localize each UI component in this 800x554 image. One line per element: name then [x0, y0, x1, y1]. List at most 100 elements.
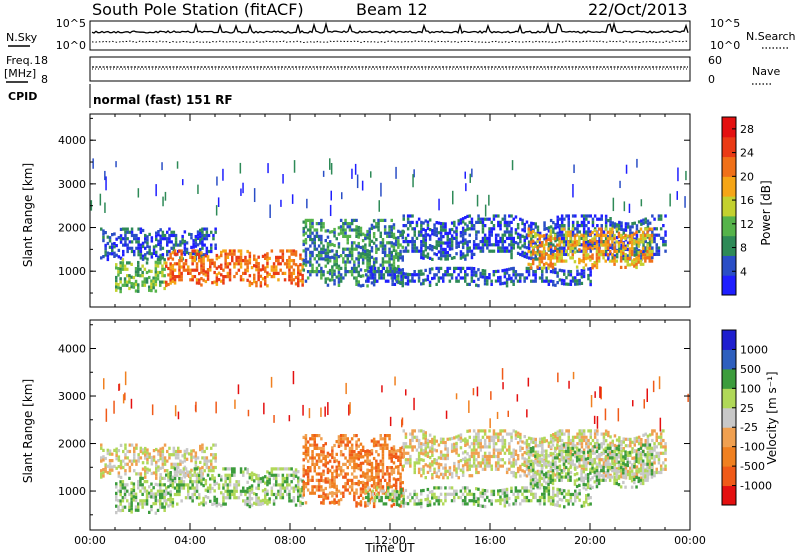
echo-cell — [499, 240, 502, 244]
echo-cell — [508, 224, 511, 228]
echo-cell — [161, 230, 165, 234]
echo-cell — [457, 495, 460, 500]
echo-cell — [132, 285, 136, 289]
echo-cell — [459, 433, 463, 437]
echo-cell — [210, 246, 213, 250]
echo-cell — [630, 243, 634, 247]
echo-cell — [617, 234, 621, 239]
echo-speckle — [452, 190, 454, 205]
echo-cell — [431, 232, 434, 236]
echo-cell — [388, 472, 391, 476]
echo-cell — [470, 270, 474, 274]
echo-cell — [304, 222, 308, 226]
echo-cell — [344, 456, 347, 460]
echo-cell — [389, 495, 392, 500]
echo-cell — [424, 440, 427, 444]
echo-cell — [331, 271, 334, 275]
echo-cell — [257, 496, 260, 500]
echo-cell — [146, 451, 149, 455]
echo-cell — [144, 469, 147, 473]
echo-cell — [154, 502, 158, 506]
echo-cell — [523, 276, 526, 280]
echo-cell — [302, 487, 305, 491]
echo-cell — [134, 289, 138, 293]
echo-cell — [235, 486, 238, 490]
echo-cell — [169, 493, 172, 497]
echo-cell — [121, 267, 125, 271]
echo-cell — [536, 228, 540, 232]
echo-cell — [483, 451, 487, 455]
echo-cell — [372, 501, 376, 505]
echo-cell — [582, 260, 585, 264]
echo-cell — [250, 490, 254, 494]
echo-cell — [377, 472, 380, 476]
echo-cell — [350, 488, 354, 492]
echo-cell — [259, 284, 263, 288]
echo-cell — [525, 489, 529, 493]
echo-cell — [199, 444, 202, 448]
echo-cell — [292, 249, 296, 253]
echo-cell — [304, 231, 308, 235]
echo-cell — [395, 270, 399, 274]
echo-cell — [231, 467, 234, 471]
echo-cell — [194, 238, 198, 242]
echo-cell — [331, 452, 334, 456]
echo-cell — [176, 275, 179, 279]
echo-cell — [272, 271, 276, 275]
echo-cell — [571, 279, 575, 283]
echo-cell — [176, 252, 179, 256]
echo-cell — [335, 465, 338, 469]
echo-speckle — [330, 163, 333, 175]
echo-cell — [169, 499, 172, 503]
echo-cell — [255, 502, 258, 506]
echo-cell — [301, 280, 304, 284]
echo-cell — [187, 265, 190, 269]
echo-cell — [470, 448, 474, 452]
echo-cell — [569, 496, 573, 500]
echo-cell — [503, 230, 507, 234]
echo-cell — [635, 256, 638, 260]
echo-cell — [290, 467, 293, 471]
echo-cell — [189, 476, 192, 481]
echo-cell — [133, 449, 136, 454]
echo-cell — [200, 264, 203, 268]
echo-cell — [350, 459, 354, 463]
echo-cell — [523, 463, 526, 467]
echo-cell — [479, 220, 482, 224]
echo-cell — [619, 240, 623, 244]
echo-cell — [431, 463, 434, 467]
echo-cell — [132, 276, 136, 280]
echo-cell — [633, 232, 636, 236]
echo-cell — [519, 432, 522, 436]
echo-cell — [322, 450, 325, 454]
echo-cell — [294, 471, 298, 475]
echo-cell — [413, 270, 416, 274]
echo-cell — [210, 469, 213, 473]
echo-cell — [486, 454, 489, 459]
echo-cell — [176, 473, 179, 477]
echo-cell — [631, 225, 634, 229]
echo-cell — [644, 256, 647, 260]
echo-cell — [457, 463, 460, 467]
echo-cell — [148, 494, 151, 498]
echo-cell — [464, 463, 467, 467]
echo-cell — [483, 445, 487, 449]
echo-cell — [628, 240, 632, 245]
echo-cell — [439, 231, 443, 235]
echo-cell — [411, 227, 414, 231]
echo-cell — [346, 459, 349, 463]
echo-cell — [505, 236, 509, 240]
echo-cell — [483, 467, 487, 471]
echo-cell — [390, 446, 393, 450]
echo-cell — [404, 275, 408, 279]
echo-cell — [609, 245, 612, 249]
echo-cell — [391, 276, 394, 280]
echo-cell — [333, 485, 336, 489]
echo-cell — [335, 488, 338, 492]
echo-cell — [174, 453, 178, 457]
echo-cell — [428, 503, 432, 507]
echo-cell — [404, 282, 408, 286]
echo-cell — [192, 455, 195, 459]
echo-cell — [615, 236, 619, 240]
echo-cell — [399, 446, 402, 451]
